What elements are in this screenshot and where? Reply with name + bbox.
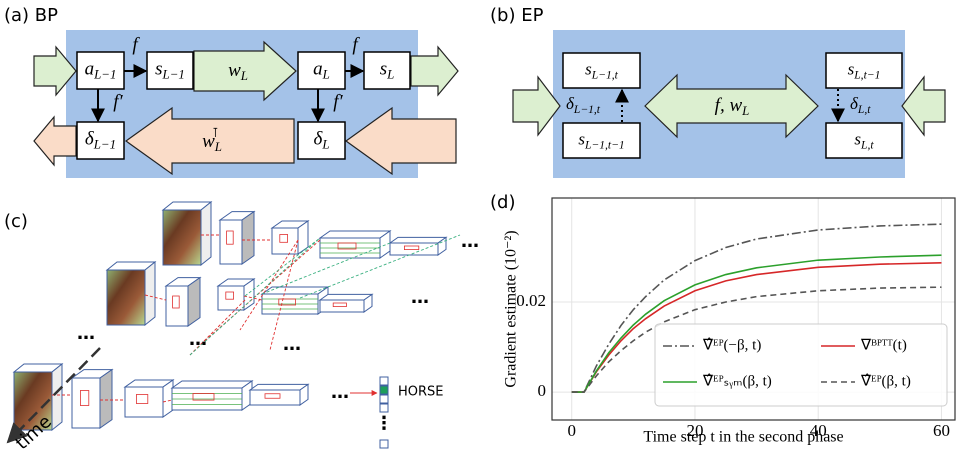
label-sub: L [322, 66, 330, 81]
output-unit [380, 404, 388, 412]
legend-box [655, 324, 947, 406]
input-image [163, 210, 201, 265]
ellipsis: … [77, 323, 95, 344]
block-arrow [513, 77, 560, 135]
layer-front [166, 286, 188, 326]
layer-top [390, 237, 446, 243]
label-base: a [313, 59, 323, 80]
layer-top [172, 381, 252, 388]
label-base: w [228, 60, 241, 81]
ellipsis: ⋮ [375, 413, 393, 434]
label-base: a [85, 59, 95, 80]
input-image [107, 270, 145, 325]
y-tick-label: 0.02 [516, 291, 546, 310]
panel-label: (a) BP [4, 5, 58, 26]
ellipsis: … [331, 382, 349, 403]
label-sub: L,t [857, 103, 871, 116]
arrow-label: f′ [333, 91, 343, 112]
label-sub: L,t [860, 138, 874, 151]
x-tick-label: 0 [567, 421, 576, 440]
image-edge [52, 364, 62, 430]
ellipsis: … [283, 334, 301, 355]
panel-label: (d) [490, 192, 515, 213]
label-sub: L−1,t [591, 68, 619, 81]
label-base: f, w [715, 95, 743, 116]
layer-top [320, 231, 390, 238]
ellipsis: … [411, 287, 429, 308]
ellipsis: … [189, 329, 207, 350]
label-sub: L [240, 68, 248, 83]
layer-top [320, 294, 372, 300]
output-label: HORSE [398, 385, 444, 400]
label-sub: L [741, 103, 749, 118]
legend-label: ∇̂ᴱᴾₛᵧₘ(β, t) [702, 373, 772, 389]
label-sub: L [321, 136, 329, 151]
output-unit [380, 395, 388, 403]
label-base: s [380, 59, 387, 80]
panel-label: (c) [4, 211, 28, 232]
block-arrow [902, 77, 945, 135]
figure: (a) BPaL−1sL−1aLsLδL−1δLfff′f′wLwL⊺(b) E… [0, 0, 958, 452]
ellipsis: … [461, 231, 479, 252]
layer-top [250, 384, 308, 390]
layer-front [272, 228, 298, 254]
legend-label: ∇̂ᴱᴾ(β, t) [860, 373, 911, 389]
layer-front [320, 300, 364, 312]
label-sup: ⊺ [212, 125, 219, 140]
x-tick-label: 60 [933, 421, 950, 440]
label-sub: L−1 [93, 136, 116, 151]
layer-front [72, 378, 100, 428]
layer-front [218, 286, 244, 310]
panel-label: (b) EP [490, 5, 544, 26]
block-arrow [411, 47, 458, 95]
output-unit [380, 386, 388, 394]
label-sub: L−1 [162, 66, 185, 81]
layer-front [125, 387, 163, 417]
legend-label: ∇̂ᴱᴾ(−β, t) [702, 337, 761, 353]
label-base: s [155, 59, 162, 80]
x-axis-label: Time step t in the second phase [643, 429, 843, 446]
label-sub: L,t−1 [853, 68, 880, 81]
layer-side [188, 278, 200, 326]
output-unit [380, 440, 388, 448]
label-sub: L−1,t [573, 103, 601, 116]
layer-front [250, 390, 300, 405]
label-sub: L [386, 66, 394, 81]
y-axis-label: Gradient estimate (10⁻²) [503, 230, 520, 387]
y-tick-label: 0 [538, 381, 547, 400]
image-edge [145, 262, 155, 325]
output-unit [380, 377, 388, 385]
layer-side [100, 370, 112, 428]
label-sub: L−1 [93, 66, 116, 81]
legend-label: ∇ᴮᴾᵀᵀ(t) [860, 337, 907, 353]
arrow-label: f′ [113, 91, 123, 112]
label-sub: L [214, 139, 222, 154]
image-edge [201, 202, 211, 265]
layer-front [220, 220, 242, 264]
label-sub: L−1,t−1 [584, 138, 625, 151]
layer-side [242, 212, 254, 264]
